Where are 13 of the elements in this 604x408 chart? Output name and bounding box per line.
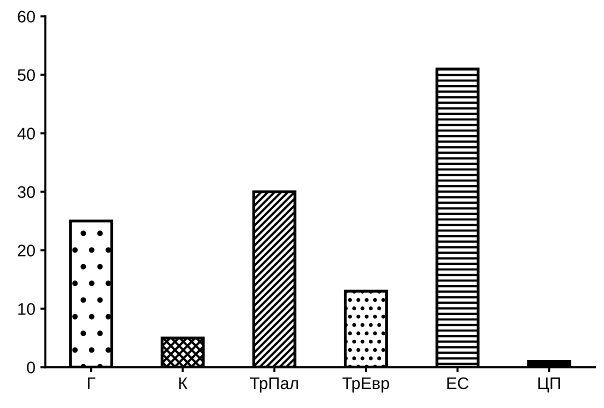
x-tick-label: ТрПал [250, 378, 298, 392]
y-tick-label: 10 [18, 303, 35, 315]
y-tick-label: 60 [18, 10, 35, 23]
y-tick-label: 30 [18, 186, 35, 198]
x-tick-label: ТрЕвр [342, 378, 390, 392]
y-tick-label: 0 [26, 362, 35, 374]
x-tick-label: Г [88, 378, 96, 389]
y-tick-label: 40 [17, 128, 35, 140]
y-tick-label: 20 [18, 244, 35, 256]
x-tick-label: К [179, 378, 188, 389]
x-tick-label: ЕС [447, 377, 468, 390]
x-tick-label: ЦП [538, 378, 560, 392]
y-tick-label: 50 [18, 69, 35, 82]
